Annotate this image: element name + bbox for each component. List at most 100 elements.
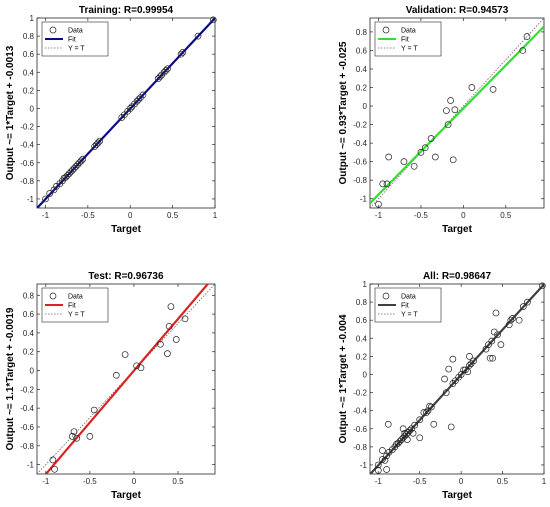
data-point	[379, 447, 386, 454]
data-point	[133, 97, 141, 105]
y-tick-label: 1	[30, 14, 35, 23]
data-point	[420, 409, 428, 416]
data-point	[466, 353, 473, 360]
data-point	[68, 433, 76, 440]
data-point	[154, 75, 162, 82]
y-tick-label: 0.6	[356, 316, 368, 325]
data-point	[399, 434, 407, 442]
data-point	[443, 107, 450, 115]
data-point	[383, 466, 390, 473]
data-point	[489, 86, 497, 93]
data-point	[120, 111, 128, 119]
data-point	[411, 421, 419, 429]
y-tick-label: -0.2	[20, 385, 34, 394]
data-point	[403, 436, 411, 443]
data-point	[157, 340, 164, 348]
data-point	[73, 434, 81, 442]
data-point	[77, 157, 85, 165]
data-point	[62, 173, 70, 181]
data-point	[410, 162, 418, 170]
data-point	[51, 465, 58, 473]
data-point	[451, 377, 459, 385]
y-tick-label: 0	[363, 370, 368, 379]
legend: Data Fit Y = T	[41, 287, 109, 323]
data-point	[488, 337, 496, 345]
x-tick-label: 0.5	[500, 211, 512, 220]
y-tick-label: -1	[360, 195, 368, 204]
data-point	[69, 166, 76, 174]
data-point	[381, 457, 389, 464]
y-tick-label: 0.6	[23, 50, 35, 59]
data-point	[441, 375, 448, 383]
data-point	[519, 47, 527, 54]
data-point	[427, 135, 435, 142]
y-tick-label: -0.2	[353, 389, 367, 398]
legend-identity-label: Y = T	[68, 46, 85, 53]
y-tick-label: -0.8	[20, 442, 34, 451]
data-point	[86, 433, 94, 440]
data-point	[112, 371, 120, 379]
data-point	[444, 121, 452, 128]
data-point	[399, 425, 407, 433]
data-point	[383, 180, 391, 188]
data-point	[417, 149, 425, 156]
x-tick-label: 0.5	[167, 211, 179, 220]
data-point	[156, 73, 164, 81]
y-tick-label: -0.2	[20, 123, 34, 132]
data-point	[374, 461, 382, 469]
data-point	[486, 354, 494, 362]
data-point	[400, 158, 408, 166]
legend-identity-label: Y = T	[68, 312, 85, 319]
data-point	[470, 357, 477, 365]
data-point	[449, 156, 457, 164]
data-point	[121, 351, 129, 358]
data-point	[524, 298, 531, 306]
x-tick-label: -0.5	[413, 477, 427, 486]
data-point	[209, 16, 217, 24]
y-tick-label: -0.2	[353, 121, 367, 130]
data-point	[449, 355, 457, 363]
x-tick-label: 0.5	[172, 477, 184, 486]
x-tick-label: -1	[42, 211, 50, 220]
y-tick-label: 0	[363, 102, 368, 111]
x-tick-label: 0	[461, 211, 466, 220]
y-tick-label: 0.2	[356, 352, 368, 361]
data-point	[497, 341, 505, 348]
data-point	[404, 429, 412, 436]
data-point	[422, 409, 430, 416]
data-point	[379, 180, 387, 188]
plot-panel-1: -1 -0.5 0 0.5 1 -1 -0.8 -0.6 -0.4 -0.2 0 0.2 0.4 0.6 0…	[5, 5, 218, 235]
data-point	[70, 164, 78, 172]
x-tick-label: 0	[132, 477, 137, 486]
y-tick-label: 0.8	[23, 291, 35, 300]
y-tick-label: 1	[363, 280, 368, 289]
x-tick-label: 0.5	[497, 477, 509, 486]
legend-data-label: Data	[68, 294, 83, 301]
y-tick-label: -0.4	[20, 141, 34, 150]
x-axis-label: Target	[111, 490, 141, 501]
y-tick-label: 0.2	[356, 84, 368, 93]
data-point	[72, 163, 80, 170]
y-tick-label: -1	[27, 461, 35, 470]
data-point	[160, 68, 168, 76]
data-point	[64, 172, 71, 179]
y-tick-label: 0.8	[356, 28, 368, 37]
data-point	[401, 432, 409, 440]
y-tick-label: -1	[360, 461, 368, 470]
data-point	[179, 49, 187, 56]
x-axis-label: Target	[442, 490, 472, 501]
data-point	[451, 106, 459, 114]
x-tick-label: -0.5	[83, 477, 97, 486]
data-point	[70, 428, 78, 436]
y-tick-label: -1	[27, 195, 35, 204]
y-tick-label: 0.4	[23, 329, 35, 338]
plot-title: Training: R=0.99954	[79, 5, 174, 16]
plot-title: All: R=0.98647	[423, 271, 492, 282]
data-point	[394, 439, 402, 447]
data-point	[126, 105, 134, 112]
data-point	[447, 97, 454, 104]
x-tick-label: -1	[375, 477, 383, 486]
data-point	[519, 303, 527, 310]
data-point	[164, 65, 171, 73]
